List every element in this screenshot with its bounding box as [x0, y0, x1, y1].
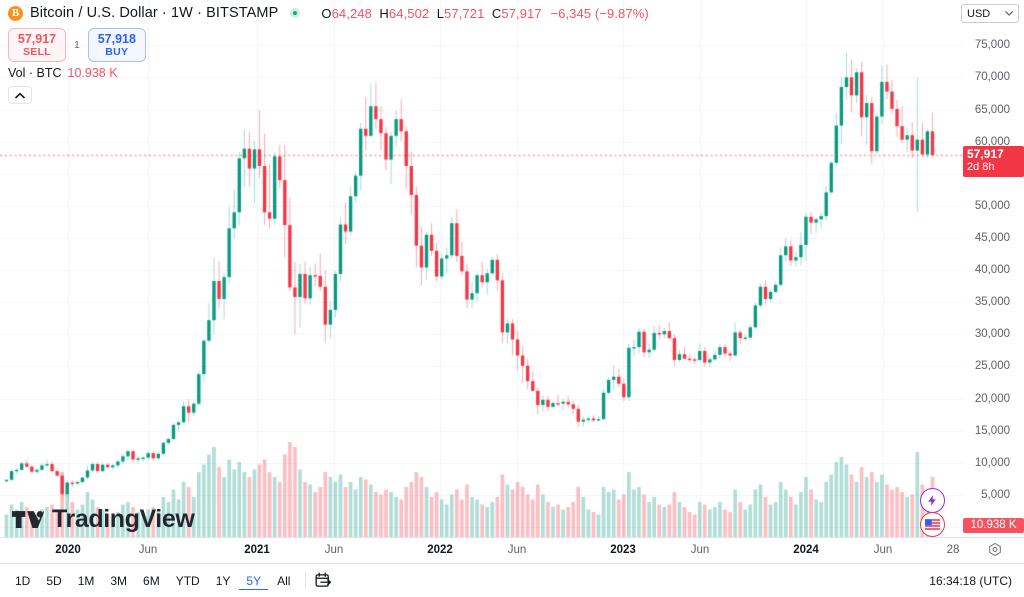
range-5y[interactable]: 5Y [239, 571, 269, 590]
price-axis[interactable]: 75,000 70,000 65,000 60,000 50,000 45,000 40,0… [963, 26, 1024, 537]
trade-buttons: 57,917 SELL 1 57,918 BUY [8, 28, 146, 62]
time-tick-jun-7: Jun [690, 544, 710, 556]
high-value: 64,502 [388, 5, 430, 21]
time-tick-2023-6: 2023 [610, 544, 636, 556]
low-label: L [436, 5, 445, 21]
time-tick-jun-9: Jun [873, 544, 893, 556]
utc-clock: 16:34:18 (UTC) [929, 573, 1012, 588]
market-status-dot[interactable] [290, 8, 301, 18]
price-tick-70000: 70,000 [974, 71, 1010, 84]
buy-label: BUY [105, 46, 129, 59]
price-tick-10000: 10,000 [974, 456, 1010, 469]
volume-value-badge[interactable]: 10.938 K [963, 518, 1024, 533]
currency-select[interactable]: USD [961, 4, 1019, 23]
price-tick-45000: 45,000 [974, 231, 1010, 244]
volume-legend[interactable]: Vol · BTC 10.938 K [8, 66, 118, 80]
range-1y[interactable]: 1Y [215, 573, 231, 588]
time-tick-jun-3: Jun [324, 544, 344, 556]
symbol-title[interactable]: Bitcoin / U.S. Dollar · 1W · BITSTAMP [30, 5, 279, 21]
price-tick-50000: 50,000 [974, 199, 1010, 212]
time-axis-settings[interactable] [988, 542, 1003, 560]
low-value: 57,721 [444, 5, 485, 21]
bar-countdown: 2d 8h [967, 161, 995, 174]
open-label: O [321, 5, 332, 21]
price-tick-40000: 40,000 [974, 264, 1010, 277]
calendar-arrow-icon [315, 572, 332, 587]
price-tick-5000: 5,000 [981, 488, 1010, 501]
bitcoin-icon: B [8, 5, 23, 21]
high-label: H [379, 5, 389, 21]
lightning-bolt-icon [928, 495, 936, 506]
volume-legend-value: 10.938 K [67, 66, 118, 80]
buy-button[interactable]: 57,918 BUY [87, 28, 146, 62]
price-tick-75000: 75,000 [974, 39, 1010, 52]
open-value: 64,248 [331, 5, 372, 21]
price-tick-65000: 65,000 [974, 103, 1010, 116]
sell-label: SELL [22, 46, 52, 59]
flag-badge[interactable] [920, 512, 945, 537]
range-all[interactable]: All [277, 573, 291, 588]
sell-price: 57,917 [17, 31, 57, 46]
us-flag-icon [925, 519, 940, 530]
time-tick-2021-2: 2021 [244, 544, 270, 556]
time-tick-jun-5: Jun [507, 544, 527, 556]
price-tick-60000: 60,000 [974, 135, 1010, 148]
crosshair-target-icon [989, 542, 1001, 557]
collapse-legend-button[interactable] [8, 86, 32, 104]
chevron-up-icon [15, 92, 25, 98]
price-chart-canvas[interactable] [0, 0, 963, 537]
chevron-down-icon [1005, 11, 1013, 16]
time-tick-jun-1: Jun [138, 544, 158, 556]
range-selector: 1D 5D 1M 3M 6M YTD 1Y 5Y All [8, 571, 297, 591]
time-tick-2024-8: 2024 [793, 544, 819, 556]
time-axis[interactable]: 2020 Jun 2021 Jun 2022 Jun 2023 Jun 2024 Jun 28 [0, 537, 1024, 563]
close-value: 57,917 [501, 5, 542, 21]
range-1m[interactable]: 1M [77, 573, 95, 588]
range-ytd[interactable]: YTD [175, 573, 200, 588]
buy-price: 57,918 [97, 31, 136, 46]
lightning-badge[interactable] [920, 488, 945, 513]
change-value: −6,345 (−9.87%) [550, 5, 649, 21]
currency-value: USD [967, 7, 991, 20]
bottom-toolbar: 1D 5D 1M 3M 6M YTD 1Y 5Y All 16:34:18 (UTC) [0, 563, 1024, 597]
close-label: C [491, 5, 502, 21]
price-tick-20000: 20,000 [974, 392, 1010, 405]
time-tick-28-10: 28 [946, 544, 960, 556]
current-price-badge[interactable]: 57,917 2d 8h [963, 145, 1024, 177]
sell-button[interactable]: 57,917 SELL [8, 28, 66, 62]
price-tick-25000: 25,000 [974, 360, 1010, 373]
toolbar-divider [305, 572, 307, 589]
price-tick-15000: 15,000 [974, 424, 1010, 437]
price-tick-30000: 30,000 [974, 328, 1010, 341]
spread-value: 1 [74, 39, 80, 51]
price-tick-35000: 35,000 [974, 296, 1010, 309]
time-tick-2022-4: 2022 [427, 544, 453, 556]
range-3m[interactable]: 3M [110, 573, 128, 588]
calendar-range-button[interactable] [314, 571, 333, 590]
volume-legend-label: Vol · BTC [8, 66, 62, 80]
chart-legend: B Bitcoin / U.S. Dollar · 1W · BITSTAMP … [8, 5, 649, 21]
range-6m[interactable]: 6M [143, 573, 160, 588]
range-1d[interactable]: 1D [15, 573, 31, 588]
current-price-value: 57,917 [967, 146, 1004, 161]
ohlc-values: O64,248 H64,502 L57,721 C57,917 −6,345 (… [321, 6, 648, 21]
time-tick-2020-0: 2020 [55, 544, 81, 556]
range-5d[interactable]: 5D [46, 573, 62, 588]
